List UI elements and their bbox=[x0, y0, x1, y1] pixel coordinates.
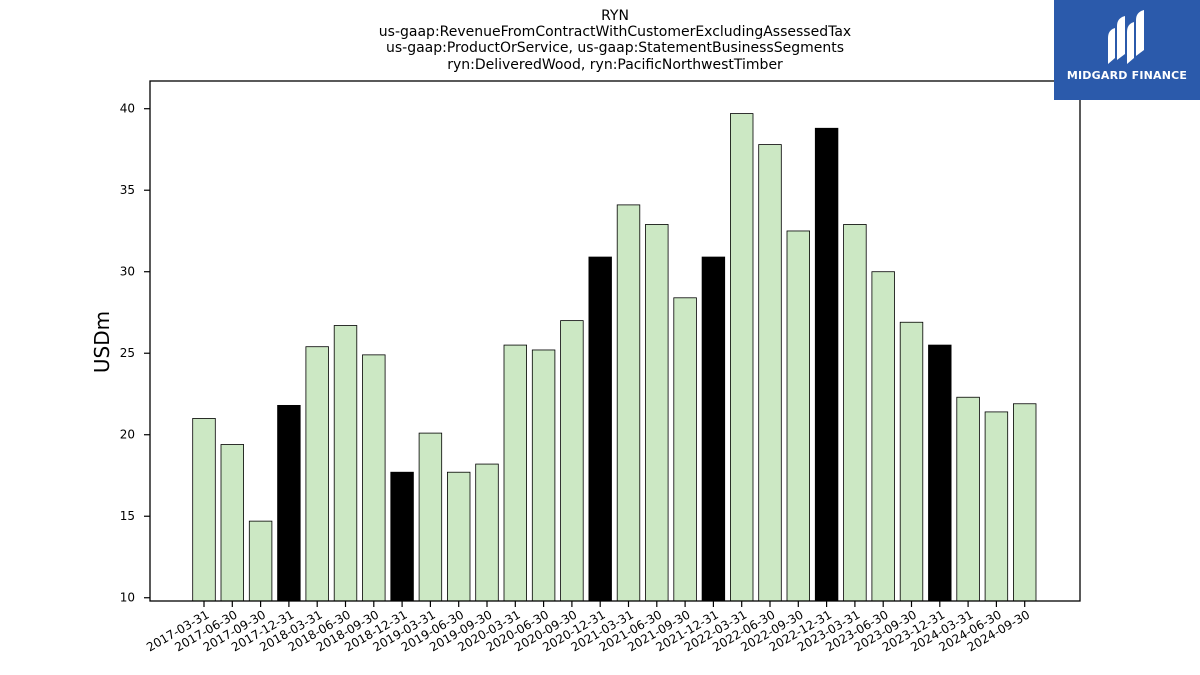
bar-2019-09-30 bbox=[475, 463, 499, 602]
bar-2021-03-31 bbox=[616, 204, 641, 602]
chart-title-line-2: us-gaap:RevenueFromContractWithCustomerE… bbox=[379, 24, 851, 40]
bar-2023-12-31 bbox=[928, 344, 952, 602]
bar-2018-12-31 bbox=[390, 471, 414, 602]
bar-2019-03-31 bbox=[418, 432, 443, 602]
bar-2019-06-30 bbox=[446, 471, 471, 602]
bar-2020-03-31 bbox=[503, 344, 528, 602]
bar-2020-06-30 bbox=[531, 349, 556, 602]
y-tick-label: 15 bbox=[120, 509, 135, 523]
y-axis-label: USDm bbox=[90, 311, 114, 373]
bar-2024-06-30 bbox=[984, 411, 1009, 602]
bar-2020-09-30 bbox=[560, 320, 584, 602]
bar-2024-03-31 bbox=[956, 396, 980, 602]
y-tick-label: 35 bbox=[120, 183, 135, 197]
chart-title-line-1: RYN bbox=[601, 8, 629, 24]
bar-2018-09-30 bbox=[362, 354, 386, 602]
bars-group bbox=[192, 113, 1037, 602]
bar-2017-09-30 bbox=[248, 520, 273, 602]
bar-2020-12-31 bbox=[588, 256, 612, 602]
bar-2018-03-31 bbox=[305, 346, 329, 602]
bar-2023-03-31 bbox=[843, 224, 867, 602]
y-tick-label: 30 bbox=[120, 265, 135, 279]
bar-2022-09-30 bbox=[786, 230, 811, 602]
bar-2021-12-31 bbox=[701, 256, 726, 602]
midgard-logo-icon bbox=[1108, 10, 1144, 64]
bar-2018-06-30 bbox=[333, 325, 358, 602]
chart-title-line-4: ryn:DeliveredWood, ryn:PacificNorthwestT… bbox=[447, 57, 783, 73]
bar-2017-03-31 bbox=[192, 418, 216, 602]
y-tick-label: 25 bbox=[120, 346, 135, 360]
chart-title-line-3: us-gaap:ProductOrService, us-gaap:Statem… bbox=[386, 40, 844, 56]
bar-2023-06-30 bbox=[871, 271, 895, 602]
brand-logo-text: MIDGARD FINANCE bbox=[1066, 69, 1188, 82]
y-tick-label: 40 bbox=[120, 102, 135, 116]
x-axis-ticks: 2017-03-312017-06-302017-09-302017-12-31… bbox=[144, 601, 1032, 654]
y-tick-label: 20 bbox=[120, 428, 135, 442]
y-axis-ticks: 10 15 20 25 30 35 40 bbox=[120, 102, 150, 605]
brand-logo: MIDGARD FINANCE bbox=[1054, 0, 1200, 100]
bar-2022-06-30 bbox=[758, 144, 782, 602]
bar-2022-12-31 bbox=[814, 127, 839, 602]
bar-2017-12-31 bbox=[277, 404, 301, 602]
bar-2022-03-31 bbox=[730, 113, 754, 602]
bar-2017-06-30 bbox=[220, 444, 245, 602]
plot-frame bbox=[149, 80, 1081, 602]
bar-2021-06-30 bbox=[645, 224, 669, 602]
bar-2023-09-30 bbox=[899, 321, 924, 602]
bar-2024-09-30 bbox=[1013, 403, 1037, 602]
y-tick-label: 10 bbox=[120, 591, 135, 605]
chart-title: RYN us-gaap:RevenueFromContractWithCusto… bbox=[379, 8, 851, 73]
bar-2021-09-30 bbox=[673, 297, 697, 602]
